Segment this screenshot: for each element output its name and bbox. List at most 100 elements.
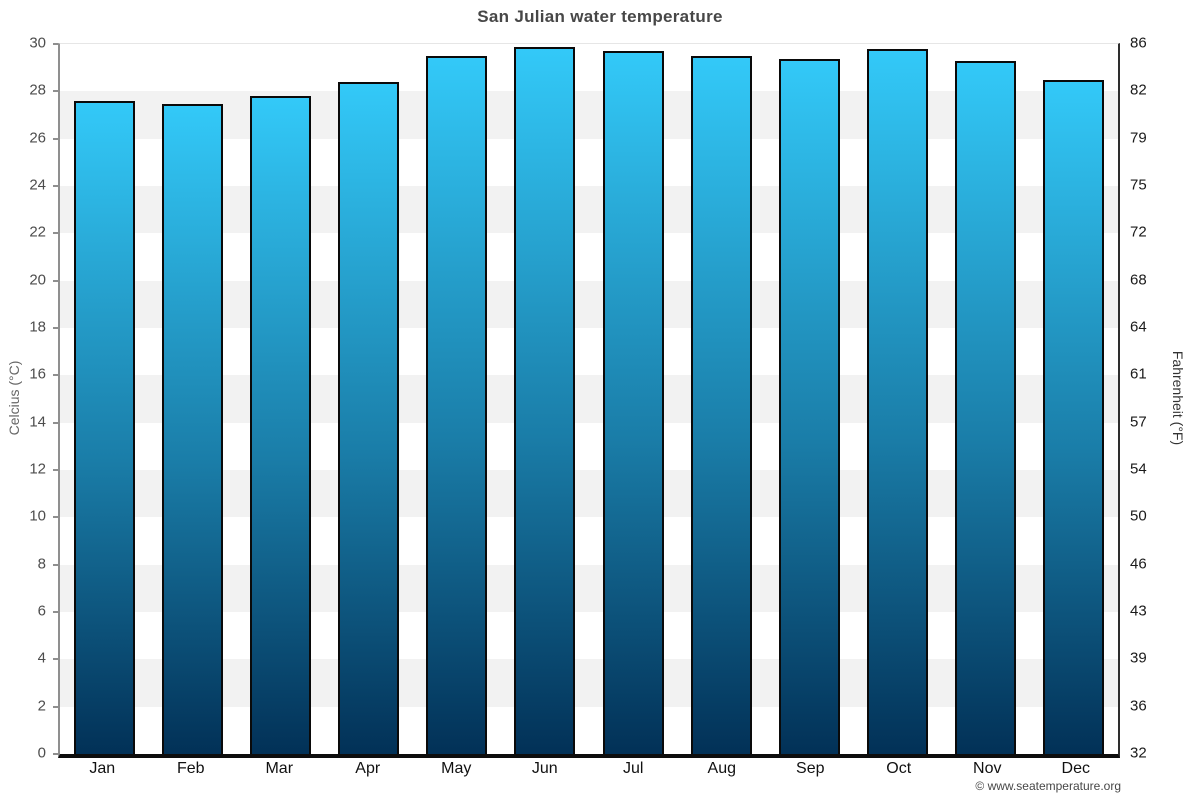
y-axis-fahrenheit: 86 82 79 75 72 68 64 61 57 54 50 46 43 39 36 32 [1122, 35, 1200, 762]
grid-band [60, 374, 1118, 423]
celsius-tick-label: 8 [37, 555, 46, 573]
bar-slot-feb [148, 44, 236, 754]
bar-slot-jul [589, 44, 677, 754]
y-axis-celsius: 30 28 26 24 22 20 18 16 14 12 10 8 6 4 2 0 [0, 35, 58, 762]
celsius-tick-mark [53, 279, 58, 282]
fahrenheit-tick-label: 75 [1130, 176, 1147, 194]
chart-title: San Julian water temperature [477, 7, 723, 26]
celsius-tick-mark [53, 753, 58, 755]
bar-slot-dec [1030, 44, 1118, 754]
celsius-tick-label: 22 [29, 223, 46, 241]
fahrenheit-tick-label: 46 [1130, 555, 1147, 573]
bar-slot-nov [942, 44, 1030, 754]
bar-jun [514, 46, 576, 754]
fahrenheit-tick-label: 68 [1130, 271, 1147, 289]
grid-band [60, 563, 1118, 612]
bar-slot-oct [854, 44, 942, 754]
bars-layer [60, 44, 1118, 754]
celsius-tick-mark [53, 327, 58, 329]
grid-bands-layer [60, 43, 1118, 754]
celsius-tick-mark [53, 611, 58, 613]
celsius-tick-mark [53, 563, 58, 566]
celsius-tick-mark [53, 421, 58, 424]
celsius-tick-mark [53, 137, 58, 140]
grid-band [60, 232, 1118, 281]
fahrenheit-tick-label: 43 [1130, 602, 1147, 620]
celsius-tick-label: 18 [29, 318, 46, 336]
bar-slot-sep [765, 44, 853, 754]
x-tick-label-jan: Jan [89, 760, 116, 777]
celsius-tick-label: 0 [37, 744, 46, 762]
celsius-tick-mark [53, 232, 58, 235]
fahrenheit-tick-label: 82 [1130, 81, 1147, 99]
celsius-tick-label: 16 [29, 365, 46, 383]
celsius-tick-label: 4 [37, 649, 46, 667]
celsius-tick-label: 24 [29, 176, 46, 194]
celsius-tick-label: 30 [29, 34, 46, 52]
grid-band [60, 658, 1118, 707]
celsius-tick-label: 10 [29, 507, 46, 525]
bar-jul [602, 51, 664, 754]
bar-dec [1043, 79, 1105, 754]
bar-slot-apr [325, 44, 413, 754]
bar-sep [778, 58, 840, 754]
celsius-tick-mark [53, 658, 58, 661]
fahrenheit-tick-label: 57 [1130, 413, 1147, 431]
celsius-tick-label: 20 [29, 271, 46, 289]
fahrenheit-tick-label: 64 [1130, 318, 1147, 336]
grid-band [60, 327, 1118, 376]
celsius-tick-mark [53, 374, 58, 377]
grid-band [60, 137, 1118, 186]
bar-slot-aug [677, 44, 765, 754]
x-axis-months: Jan Feb Mar Apr May Jun Jul Aug Sep Oct Nov Dec [58, 760, 1120, 778]
bar-feb [161, 103, 223, 754]
plot-area [58, 43, 1120, 758]
celsius-tick-mark [53, 516, 58, 519]
x-tick-label-mar: Mar [265, 760, 294, 777]
grid-band [60, 43, 1118, 92]
grid-band [60, 279, 1118, 328]
celsius-tick-mark [53, 705, 58, 708]
bar-slot-mar [236, 44, 324, 754]
fahrenheit-tick-label: 36 [1130, 697, 1147, 715]
bar-aug [690, 56, 752, 754]
bar-mar [249, 96, 311, 754]
celsius-tick-mark [53, 469, 58, 471]
fahrenheit-tick-label: 79 [1130, 129, 1147, 147]
celsius-tick-mark [53, 90, 58, 93]
bar-oct [867, 49, 929, 754]
fahrenheit-tick-label: 86 [1130, 34, 1147, 52]
x-tick-label-aug: Aug [707, 760, 736, 777]
celsius-tick-mark [53, 43, 58, 45]
x-tick-label-jun: Jun [531, 760, 558, 777]
x-tick-label-jul: Jul [623, 760, 644, 777]
copyright-attribution: © www.seatemperature.org [975, 779, 1121, 793]
bar-apr [338, 82, 400, 754]
grid-band [60, 611, 1118, 660]
bar-slot-jan [60, 44, 148, 754]
grid-band [60, 421, 1118, 470]
x-tick-label-may: May [441, 760, 472, 777]
x-tick-label-oct: Oct [886, 760, 912, 777]
fahrenheit-tick-label: 54 [1130, 460, 1147, 478]
bar-slot-may [413, 44, 501, 754]
x-tick-label-dec: Dec [1061, 760, 1090, 777]
celsius-tick-label: 2 [37, 697, 46, 715]
celsius-tick-label: 14 [29, 413, 46, 431]
celsius-tick-label: 28 [29, 81, 46, 99]
celsius-tick-label: 12 [29, 460, 46, 478]
x-tick-label-apr: Apr [355, 760, 381, 777]
bar-jan [73, 101, 135, 754]
fahrenheit-tick-label: 32 [1130, 744, 1147, 762]
x-tick-label-sep: Sep [796, 760, 825, 777]
bar-nov [955, 60, 1017, 754]
fahrenheit-tick-label: 39 [1130, 649, 1147, 667]
fahrenheit-tick-label: 72 [1130, 223, 1147, 241]
x-tick-label-nov: Nov [973, 760, 1002, 777]
celsius-tick-label: 26 [29, 129, 46, 147]
bar-may [426, 56, 488, 754]
grid-band [60, 90, 1118, 139]
fahrenheit-tick-label: 61 [1130, 365, 1147, 383]
fahrenheit-tick-label: 50 [1130, 507, 1147, 525]
